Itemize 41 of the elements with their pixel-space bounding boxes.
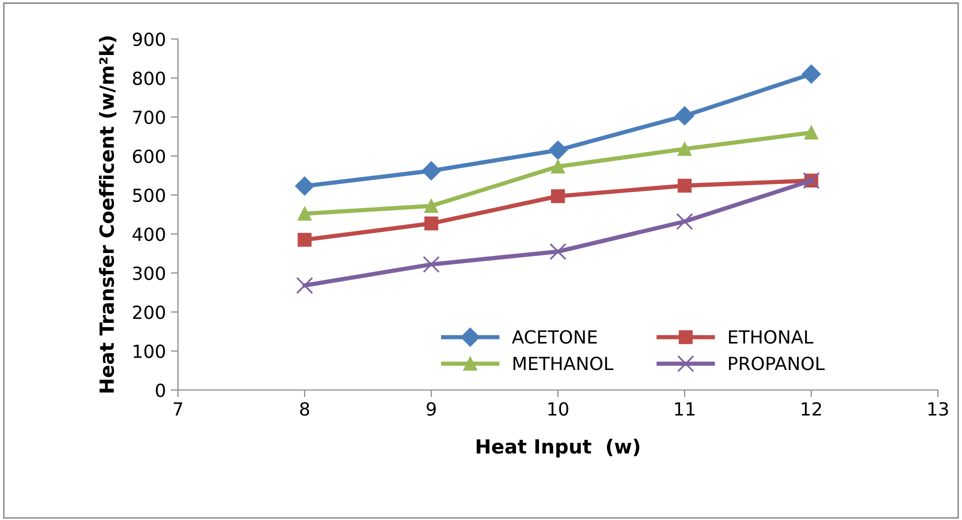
y-tick-label: 900 xyxy=(132,32,165,46)
point xyxy=(424,216,438,230)
point xyxy=(551,189,565,204)
y-tick-label: 0 xyxy=(156,383,165,398)
legend-label: PROPANOL xyxy=(729,356,825,370)
point xyxy=(802,64,821,84)
point xyxy=(296,277,314,294)
point xyxy=(804,126,818,140)
point xyxy=(551,160,565,174)
y-axis-title: Heat Transfer Coefficent (w/m²k) xyxy=(98,36,116,392)
y-tick-label: 700 xyxy=(133,110,165,124)
point xyxy=(298,206,312,221)
legend-label: ETHONAL xyxy=(729,330,814,344)
x-tick-label: 12 xyxy=(802,402,821,416)
x-tick-label: 8 xyxy=(300,402,310,416)
y-tick-label: 600 xyxy=(132,149,165,164)
legend-label: ACETONE xyxy=(512,330,597,344)
x-axis-title: Heat Input (w) xyxy=(476,438,640,458)
point xyxy=(422,161,441,180)
point xyxy=(422,256,440,273)
x-tick-label: 11 xyxy=(675,402,694,416)
point xyxy=(548,140,568,160)
y-tick-label: 400 xyxy=(132,227,165,242)
point xyxy=(675,106,694,126)
point xyxy=(424,198,438,213)
y-tick-label: 300 xyxy=(133,266,165,280)
y-tick-label: 500 xyxy=(133,188,165,202)
point xyxy=(678,142,692,156)
x-tick-label: 10 xyxy=(548,402,568,416)
y-tick-label: 200 xyxy=(133,305,165,320)
legend-label: METHANOL xyxy=(514,356,614,370)
point xyxy=(676,213,694,230)
point xyxy=(298,232,312,247)
point xyxy=(678,178,692,193)
x-tick-label: 9 xyxy=(426,402,436,416)
x-tick-label: 13 xyxy=(928,402,948,416)
point xyxy=(295,176,314,196)
y-tick-label: 800 xyxy=(132,71,165,86)
x-tick-label: 7 xyxy=(174,402,182,416)
y-tick-label: 100 xyxy=(134,344,165,358)
point xyxy=(549,243,566,260)
